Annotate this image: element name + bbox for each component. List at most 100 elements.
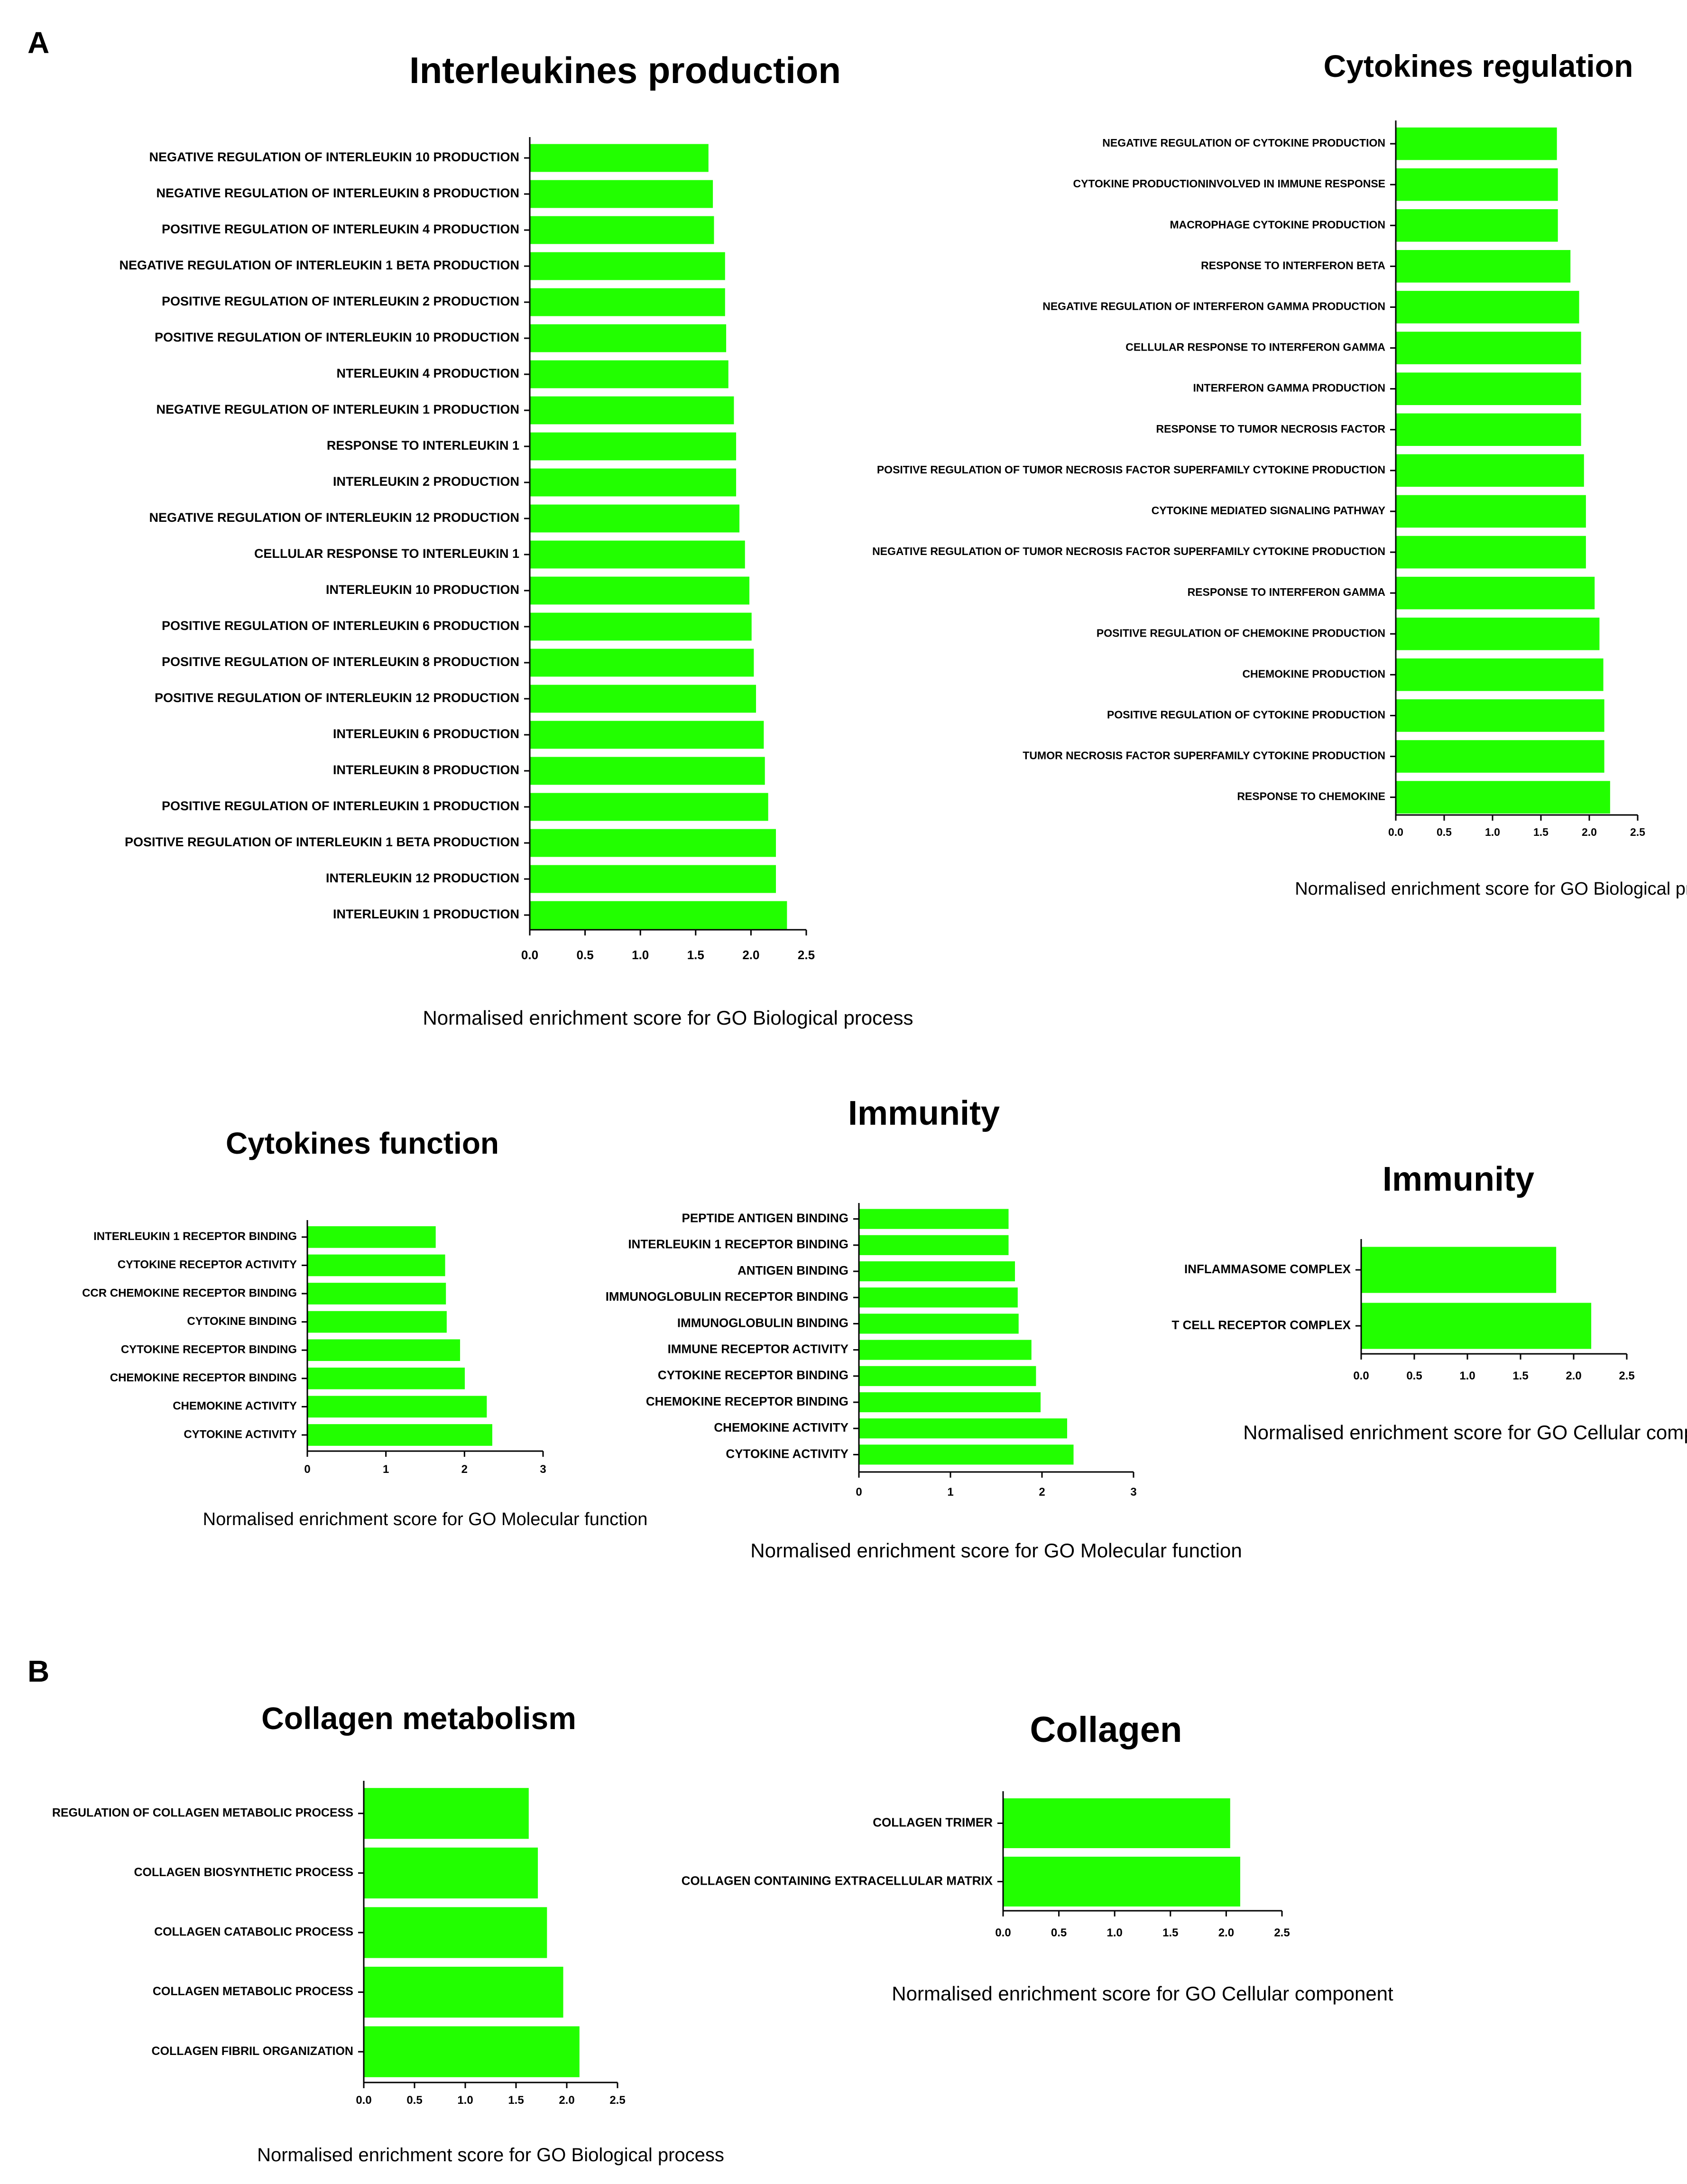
x-tick-label: 1.5 xyxy=(1533,826,1549,838)
x-tick-label: 2 xyxy=(1039,1486,1045,1499)
bar xyxy=(529,467,737,498)
x-tick-label: 1 xyxy=(947,1486,953,1499)
bar xyxy=(307,1366,466,1390)
category-label: INTERLEUKIN 12 PRODUCTION xyxy=(326,871,519,885)
category-label: CYTOKINE PRODUCTIONINVOLVED IN IMMUNE RE… xyxy=(1073,177,1385,190)
category-label: INTERLEUKIN 1 RECEPTOR BINDING xyxy=(93,1230,297,1243)
category-label: COLLAGEN CONTAINING EXTRACELLULAR MATRIX xyxy=(682,1873,993,1888)
bar xyxy=(529,792,769,822)
category-label: CYTOKINE RECEPTOR ACTIVITY xyxy=(118,1259,297,1271)
category-label: CHEMOKINE ACTIVITY xyxy=(173,1400,297,1413)
x-tick-label: 1.0 xyxy=(632,948,649,962)
category-label: NEGATIVE REGULATION OF CYTOKINE PRODUCTI… xyxy=(1102,137,1385,149)
bar xyxy=(1003,1797,1231,1850)
chart-collagen-metabolism: Collagen metabolism REGULATION OF COLLAGE… xyxy=(52,1701,724,2165)
bar xyxy=(363,1965,564,2019)
bar xyxy=(1395,290,1580,324)
x-tick-label: 2 xyxy=(461,1463,468,1476)
x-tick-label: 0 xyxy=(856,1486,862,1499)
bar xyxy=(1395,371,1582,406)
category-label: TUMOR NECROSIS FACTOR SUPERFAMILY CYTOKI… xyxy=(1023,750,1385,762)
chart-collagen: Collagen COLLAGEN TRIMER COLLAGEN CONTAINI… xyxy=(682,1710,1393,2005)
category-label: CYTOKINE RECEPTOR BINDING xyxy=(121,1343,297,1356)
chart-cytokines-function: Cytokines function INTERLEUKIN 1 RECEPTOR… xyxy=(82,1126,647,1529)
category-label: RESPONSE TO INTERFERON BETA xyxy=(1201,259,1385,271)
bar xyxy=(1395,780,1611,814)
category-label: INTERFERON GAMMA PRODUCTION xyxy=(1193,382,1385,394)
x-tick-label: 1.5 xyxy=(1162,1926,1178,1939)
category-label: POSITIVE REGULATION OF INTERLEUKIN 4 PRO… xyxy=(162,222,519,236)
x-tick-label: 1.0 xyxy=(1485,826,1500,838)
chart-immunity-molecular-function: Immunity PEPTIDE ANTIGEN BINDING INTERLEUK… xyxy=(606,1094,1242,1562)
x-tick-label: 2.0 xyxy=(1218,1926,1234,1939)
category-label: RESPONSE TO INTERLEUKIN 1 xyxy=(327,438,519,453)
category-label: CHEMOKINE RECEPTOR BINDING xyxy=(646,1394,848,1408)
category-label: CYTOKINE BINDING xyxy=(187,1315,297,1328)
bar xyxy=(529,215,715,245)
bar xyxy=(1395,208,1559,243)
category-label: COLLAGEN METABOLIC PROCESS xyxy=(153,1985,353,1998)
category-label: ANTIGEN BINDING xyxy=(737,1263,848,1277)
category-label: INTERLEUKIN 1 RECEPTOR BINDING xyxy=(628,1237,848,1251)
category-label: NEGATIVE REGULATION OF INTERLEUKIN 1 PRO… xyxy=(156,402,519,416)
category-label: CYTOKINE RECEPTOR BINDING xyxy=(658,1368,848,1382)
x-tick-label: 2.5 xyxy=(609,2094,625,2107)
category-label: IMMUNOGLOBULIN BINDING xyxy=(677,1315,848,1330)
category-label: POSITIVE REGULATION OF INTERLEUKIN 1 PRO… xyxy=(162,799,519,813)
bar xyxy=(307,1253,446,1277)
bar xyxy=(1395,739,1605,774)
bar xyxy=(1395,575,1596,611)
x-tick-label: 1 xyxy=(383,1463,389,1476)
category-label: CELLULAR RESPONSE TO INTERFERON GAMMA xyxy=(1125,341,1385,353)
bar xyxy=(1361,1302,1593,1350)
category-label: POSITIVE REGULATION OF INTERLEUKIN 10 PR… xyxy=(155,330,519,344)
x-tick-label: 2.5 xyxy=(1274,1926,1290,1939)
x-tick-label: 0.0 xyxy=(1353,1370,1369,1382)
x-tick-label: 0.0 xyxy=(1388,826,1403,838)
bar xyxy=(858,1365,1037,1387)
category-label: INTERLEUKIN 1 PRODUCTION xyxy=(333,907,519,921)
bar xyxy=(1395,126,1558,161)
bar xyxy=(1395,657,1604,692)
category-label: NEGATIVE REGULATION OF INTERLEUKIN 8 PRO… xyxy=(156,186,519,200)
bar xyxy=(529,539,746,570)
x-tick-label: 3 xyxy=(540,1463,546,1476)
x-tick-label: 0.5 xyxy=(1437,826,1452,838)
category-label: POSITIVE REGULATION OF INTERLEUKIN 8 PRO… xyxy=(162,655,519,669)
bar xyxy=(529,287,726,317)
bar xyxy=(529,828,777,858)
bar xyxy=(529,323,728,353)
x-tick-label: 2.0 xyxy=(1566,1370,1581,1382)
category-label: INTERLEUKIN 2 PRODUCTION xyxy=(333,474,519,489)
x-tick-label: 0 xyxy=(304,1463,310,1476)
category-label: T CELL RECEPTOR COMPLEX xyxy=(1171,1318,1351,1332)
x-axis-label: Normalised enrichment score for GO Cellu… xyxy=(892,1982,1393,2005)
category-label: NEGATIVE REGULATION OF INTERLEUKIN 10 PR… xyxy=(149,150,519,164)
bar xyxy=(858,1391,1042,1414)
bar xyxy=(529,575,751,606)
bar xyxy=(858,1313,1020,1335)
category-label: INTERLEUKIN 6 PRODUCTION xyxy=(333,727,519,741)
category-label: POSITIVE REGULATION OF INTERLEUKIN 12 PR… xyxy=(155,691,519,705)
bar xyxy=(1395,453,1585,488)
x-tick-label: 3 xyxy=(1130,1486,1136,1499)
category-label: CCR CHEMOKINE RECEPTOR BINDING xyxy=(82,1286,297,1299)
x-tick-label: 2.0 xyxy=(1582,826,1597,838)
category-label: NEGATIVE REGULATION OF TUMOR NECROSIS FA… xyxy=(872,545,1385,557)
x-axis-label: Normalised enrichment score for GO Cellu… xyxy=(1243,1421,1687,1444)
bar xyxy=(307,1338,461,1362)
x-tick-label: 0.5 xyxy=(1051,1926,1067,1939)
bar xyxy=(529,503,741,534)
chart-title: Cytokines function xyxy=(226,1126,499,1160)
category-label: CHEMOKINE PRODUCTION xyxy=(1242,667,1385,680)
x-tick-label: 2.0 xyxy=(742,948,759,962)
bar xyxy=(858,1339,1032,1361)
category-label: IMMUNOGLOBULIN RECEPTOR BINDING xyxy=(606,1289,848,1304)
category-label: CELLULAR RESPONSE TO INTERLEUKIN 1 xyxy=(254,546,519,561)
category-label: CYTOKINE ACTIVITY xyxy=(726,1446,848,1461)
category-label: MACROPHAGE CYTOKINE PRODUCTION xyxy=(1170,218,1386,231)
x-axis-label: Normalised enrichment score for GO Molec… xyxy=(203,1509,648,1529)
x-axis-label: Normalised enrichment score for GO Molec… xyxy=(750,1539,1242,1562)
chart-title: Cytokines regulation xyxy=(1324,48,1633,83)
category-label: POSITIVE REGULATION OF TUMOR NECROSIS FA… xyxy=(877,463,1385,476)
